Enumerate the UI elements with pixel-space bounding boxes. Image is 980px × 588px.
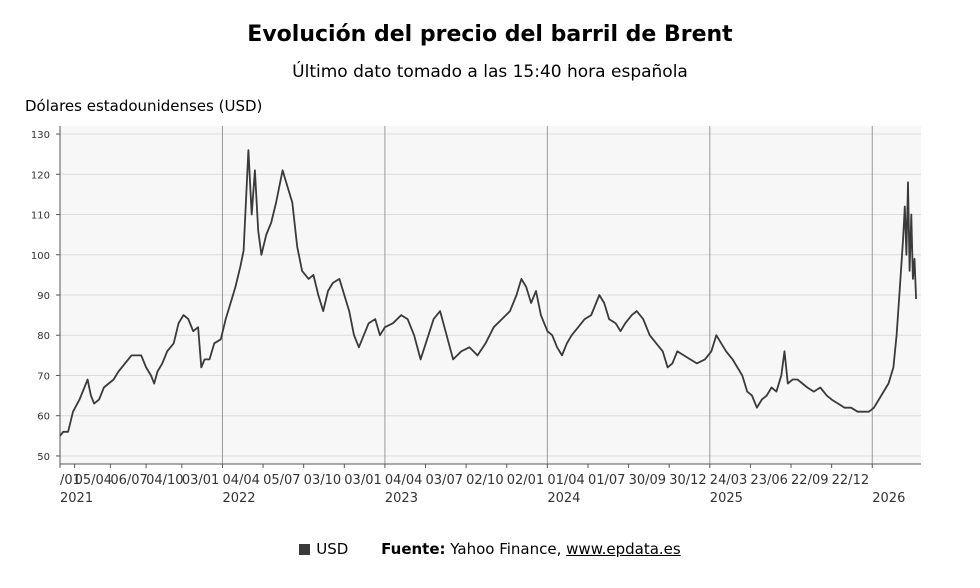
x-year-label: 2026 xyxy=(872,491,905,506)
y-tick-label: 80 xyxy=(37,331,50,342)
source-text: Yahoo Finance, xyxy=(450,540,562,558)
legend-label: USD xyxy=(316,540,349,558)
source-label: Fuente: xyxy=(381,540,446,558)
x-tick-label: 06/07 xyxy=(110,473,147,488)
x-tick-label: /01 xyxy=(60,473,81,488)
y-tick-label: 100 xyxy=(31,251,50,262)
y-tick-label: 50 xyxy=(37,452,50,463)
y-tick-label: 90 xyxy=(37,291,50,302)
x-year-label: 2024 xyxy=(547,491,580,506)
x-tick-label: 30/12 xyxy=(669,473,706,488)
y-tick-label: 120 xyxy=(31,170,50,181)
x-tick-label: 22/09 xyxy=(791,473,828,488)
x-tick-label: 04/10 xyxy=(146,473,183,488)
y-tick-label: 130 xyxy=(31,130,50,141)
x-tick-label: 30/09 xyxy=(629,473,666,488)
x-tick-label: 24/03 xyxy=(710,473,747,488)
x-tick-label: 23/06 xyxy=(750,473,787,488)
x-tick-label: 05/07 xyxy=(263,473,300,488)
x-tick-label: 01/04 xyxy=(547,473,584,488)
chart-footer: USD Fuente: Yahoo Finance, www.epdata.es xyxy=(0,540,980,558)
x-year-label: 2021 xyxy=(60,491,93,506)
x-tick-label: 03/10 xyxy=(304,473,341,488)
chart-subtitle: Último dato tomado a las 15:40 hora espa… xyxy=(292,62,688,82)
chart-title: Evolución del precio del barril de Brent xyxy=(247,22,733,47)
x-tick-label: 22/12 xyxy=(832,473,869,488)
x-tick-label: 03/01 xyxy=(182,473,219,488)
y-tick-label: 70 xyxy=(37,371,50,382)
y-tick-label: 110 xyxy=(31,211,50,222)
x-year-label: 2023 xyxy=(385,491,418,506)
x-tick-label: 01/07 xyxy=(588,473,625,488)
x-year-label: 2025 xyxy=(710,491,743,506)
x-year-label: 2022 xyxy=(222,491,255,506)
y-axis-label: Dólares estadounidenses (USD) xyxy=(25,97,263,115)
x-tick-label: 03/07 xyxy=(426,473,463,488)
x-tick-label: 02/10 xyxy=(466,473,503,488)
series-line-usd xyxy=(59,149,917,437)
x-tick-label: 02/01 xyxy=(507,473,544,488)
source-link[interactable]: www.epdata.es xyxy=(566,540,681,558)
x-tick-label: 05/04 xyxy=(75,473,112,488)
y-tick-label: 60 xyxy=(37,412,50,423)
x-tick-label: 04/04 xyxy=(222,473,259,488)
brent-price-chart: 5060708090100110120130/01202105/0406/070… xyxy=(31,126,921,506)
x-tick-label: 03/01 xyxy=(344,473,381,488)
legend-swatch xyxy=(299,544,311,555)
x-tick-label: 04/04 xyxy=(385,473,422,488)
